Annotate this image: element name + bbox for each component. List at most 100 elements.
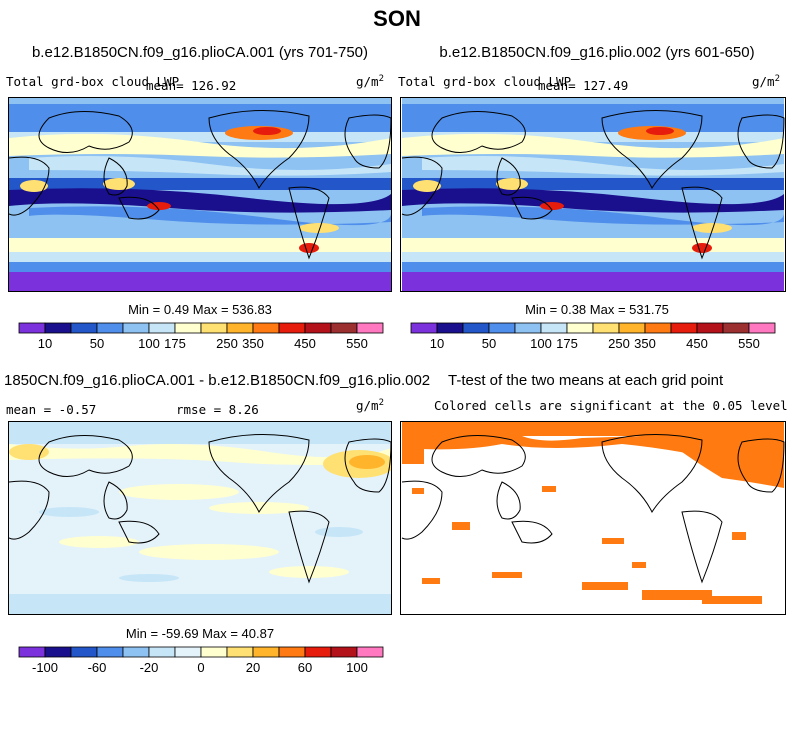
colorbar-swatch (148, 646, 176, 658)
colorbar-tick-label: 50 (482, 336, 496, 351)
colorbar-swatch (356, 322, 384, 334)
colorbar-tick-label: 100 (530, 336, 552, 351)
colorbar-swatch (226, 646, 254, 658)
colorbar-swatch (70, 646, 98, 658)
significant-cell (402, 422, 784, 436)
colorbar-swatch (200, 646, 228, 658)
panel3-min-max: Min = -59.69 Max = 40.87 (125, 626, 275, 641)
colorbar-tick-label: 10 (38, 336, 52, 351)
significant-cell (682, 446, 784, 488)
panel3-colorbar: -100 -60 -20 0 20 60 100 (18, 646, 384, 676)
panel1-map (8, 97, 392, 292)
panel4-title: T-test of the two means at each grid poi… (448, 372, 724, 389)
significant-cell (732, 532, 746, 540)
colorbar-tick-label: 450 (294, 336, 316, 351)
panel2-units: g/m2 (752, 74, 780, 90)
colorbar-swatch (226, 322, 254, 334)
colorbar-swatch (122, 646, 150, 658)
panel2-colorbar: 10 50 100 175 250 350 450 550 (410, 322, 776, 352)
colorbar-tick-label: -60 (88, 660, 107, 675)
significant-cell (452, 522, 470, 530)
significant-cell (492, 572, 522, 578)
colorbar-swatch (356, 646, 384, 658)
panel3-rmse-label: rmse = 8.26 (176, 402, 259, 417)
colorbar-tick-label: 175 (556, 336, 578, 351)
panel3-map-svg (9, 422, 391, 614)
significant-cell (702, 596, 762, 604)
panel2-map-svg (401, 98, 785, 291)
colorbar-swatch (174, 322, 202, 334)
colorbar-swatch (304, 322, 332, 334)
colorbar-swatch (148, 322, 176, 334)
colorbar-swatch (96, 322, 124, 334)
colorbar-swatch (252, 322, 280, 334)
panel2-map (400, 97, 786, 292)
panel4-map (400, 421, 786, 615)
colorbar-swatch (540, 322, 568, 334)
colorbar-swatch (566, 322, 594, 334)
panel1-variable-label: Total grd-box cloud LWP (6, 74, 180, 89)
colorbar-swatch (462, 322, 490, 334)
colorbar-swatch (696, 322, 724, 334)
colorbar-swatch (722, 322, 750, 334)
colorbar-tick-label: 450 (686, 336, 708, 351)
panel1-title: b.e12.B1850CN.f09_g16.plioCA.001 (yrs 70… (31, 44, 369, 61)
colorbar-tick-label: -100 (32, 660, 58, 675)
colorbar-tick-label: 350 (242, 336, 264, 351)
colorbar-swatch (278, 322, 306, 334)
colorbar-tick-label: 20 (246, 660, 260, 675)
significant-cell (402, 448, 424, 464)
colorbar-swatch (44, 322, 72, 334)
colorbar-tick-label: 550 (346, 336, 368, 351)
colorbar-swatch (644, 322, 672, 334)
colorbar-swatch (278, 646, 306, 658)
significant-cell (632, 562, 646, 568)
colorbar-tick-label: 10 (430, 336, 444, 351)
colorbar-swatch (304, 646, 332, 658)
colorbar-tick-label: 100 (138, 336, 160, 351)
significant-cell (542, 486, 556, 492)
colorbar-svg: 10 50 100 175 250 350 450 550 (18, 322, 384, 351)
colorbar-svg: -100 -60 -20 0 20 60 100 (18, 646, 384, 675)
panel1-mean-label: mean= 126.92 (146, 78, 237, 93)
panel1-units: g/m2 (356, 74, 384, 90)
colorbar-swatch (410, 322, 438, 334)
colorbar-tick-label: 60 (298, 660, 312, 675)
colorbar-swatch (592, 322, 620, 334)
panel4-subtitle: Colored cells are significant at the 0.0… (434, 398, 788, 413)
colorbar-tick-label: 250 (608, 336, 630, 351)
panel2-min-max: Min = 0.38 Max = 531.75 (525, 302, 669, 317)
colorbar-swatch (330, 322, 358, 334)
figure-title: SON (373, 6, 421, 31)
significant-cell (412, 488, 424, 494)
colorbar-tick-label: 0 (197, 660, 204, 675)
colorbar-tick-label: -20 (140, 660, 159, 675)
colorbar-swatch (70, 322, 98, 334)
panel3-units: g/m2 (356, 398, 384, 414)
colorbar-swatch (174, 646, 202, 658)
significant-cell (642, 590, 712, 600)
colorbar-tick-label: 350 (634, 336, 656, 351)
colorbar-tick-label: 100 (346, 660, 368, 675)
colorbar-swatch (122, 322, 150, 334)
significant-cell (602, 538, 624, 544)
colorbar-swatch (618, 322, 646, 334)
colorbar-swatch (200, 322, 228, 334)
panel1-map-svg (9, 98, 391, 291)
colorbar-svg: 10 50 100 175 250 350 450 550 (410, 322, 776, 351)
colorbar-swatch (44, 646, 72, 658)
colorbar-swatch (252, 646, 280, 658)
colorbar-swatch (96, 646, 124, 658)
panel1-min-max: Min = 0.49 Max = 536.83 (128, 302, 272, 317)
colorbar-swatch (18, 322, 46, 334)
colorbar-swatch (670, 322, 698, 334)
panel3-title: 1850CN.f09_g16.plioCA.001 - b.e12.B1850C… (4, 372, 431, 389)
colorbar-swatch (514, 322, 542, 334)
colorbar-swatch (748, 322, 776, 334)
colorbar-tick-label: 250 (216, 336, 238, 351)
panel2-mean-label: mean= 127.49 (538, 78, 629, 93)
panel3-map (8, 421, 392, 615)
colorbar-swatch (488, 322, 516, 334)
colorbar-swatch (330, 646, 358, 658)
colorbar-tick-label: 175 (164, 336, 186, 351)
